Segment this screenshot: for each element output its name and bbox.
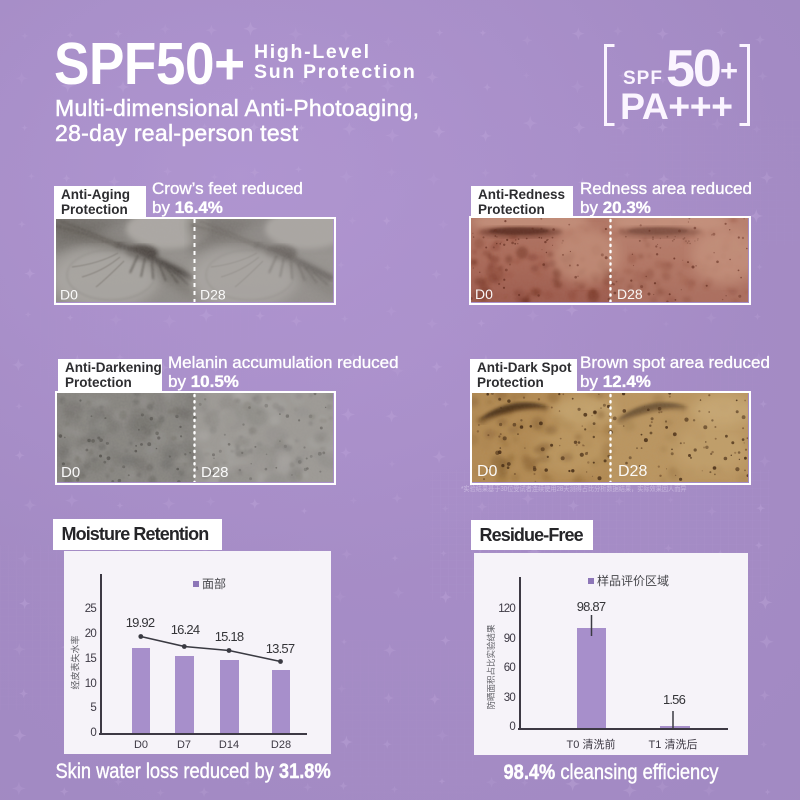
svg-text:D0: D0 <box>61 464 80 481</box>
svg-text:SPF: SPF <box>623 68 663 89</box>
svg-text:D28: D28 <box>617 286 643 302</box>
svg-text:D0: D0 <box>60 287 78 303</box>
svg-text:D28: D28 <box>618 463 647 480</box>
svg-text:D0: D0 <box>477 463 498 480</box>
svg-text:D28: D28 <box>200 287 226 303</box>
svg-text:50: 50 <box>666 44 720 98</box>
svg-text:D28: D28 <box>201 464 229 481</box>
svg-text:+: + <box>720 53 738 88</box>
svg-text:D0: D0 <box>475 286 493 302</box>
svg-text:PA+++: PA+++ <box>620 85 733 126</box>
